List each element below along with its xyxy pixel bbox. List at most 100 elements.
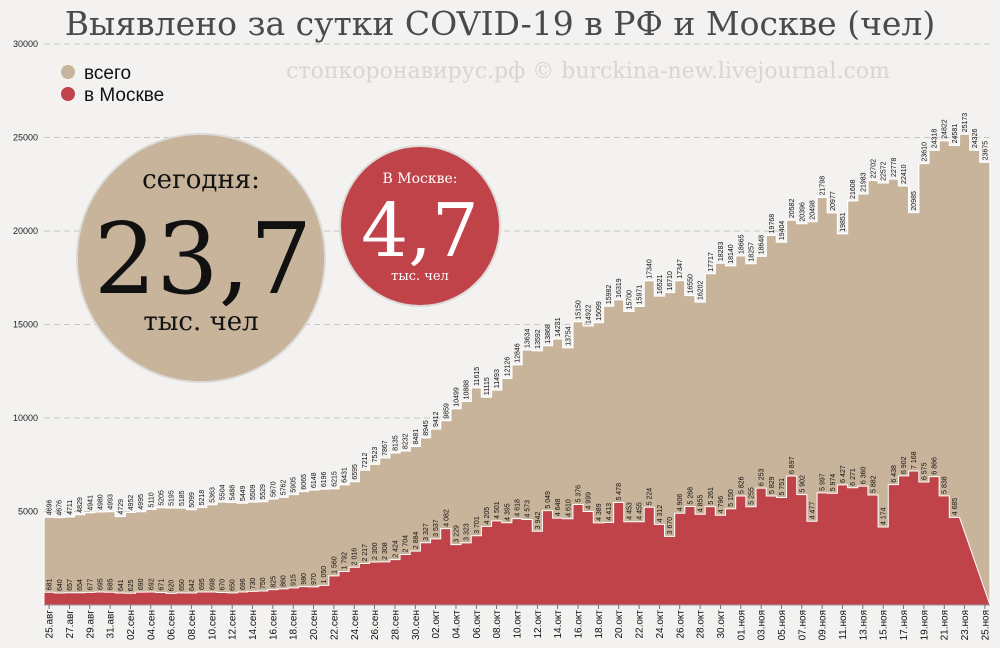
value-label-total: 23610 <box>921 142 928 162</box>
legend-label-moscow: в Москве <box>84 85 164 106</box>
value-label-total: 4941 <box>87 495 94 511</box>
x-tick-label: 13.ноя <box>858 610 869 640</box>
x-tick-label: 24.сен <box>350 610 361 640</box>
value-label-total: 13592 <box>535 329 542 349</box>
area-series <box>43 133 991 606</box>
value-label-moscow: 692 <box>148 578 155 590</box>
value-label-total: 16319 <box>616 278 623 298</box>
value-label-total: 6595 <box>352 464 359 480</box>
value-label-moscow: 2 217 <box>362 544 369 562</box>
x-tick-label: 05.ноя <box>777 610 788 640</box>
value-label-total: 11493 <box>494 369 501 388</box>
value-label-total: 18283 <box>718 242 725 262</box>
x-tick-label: 09.ноя <box>818 610 829 640</box>
value-label-total: 13868 <box>545 324 552 344</box>
value-label-moscow: 6 897 <box>789 456 796 474</box>
value-label-moscow: 6 271 <box>850 468 857 486</box>
today-total-caption: сегодня: <box>142 165 260 195</box>
value-label-moscow: 4 205 <box>484 507 491 525</box>
x-tick-label: 18.окт <box>594 610 605 639</box>
value-label-moscow: 3 942 <box>535 512 542 530</box>
value-label-total: 5504 <box>220 484 227 500</box>
value-label-total: 15099 <box>596 301 603 321</box>
today-moscow-unit: тыс. чел <box>391 269 449 284</box>
value-label-total: 11615 <box>474 367 481 386</box>
value-label-total: 4729 <box>118 499 125 515</box>
y-tick-label: 15000 <box>13 320 38 330</box>
value-label-moscow: 640 <box>57 579 64 591</box>
value-label-total: 24318 <box>932 129 939 149</box>
x-tick-label: 02.окт <box>431 610 442 639</box>
value-label-moscow: 698 <box>209 578 216 590</box>
today-moscow-circle <box>339 145 501 307</box>
value-label-total: 20498 <box>809 200 816 220</box>
value-label-moscow: 4 573 <box>525 500 532 518</box>
value-label-moscow: 654 <box>77 579 84 591</box>
value-label-total: 7523 <box>372 447 379 463</box>
value-label-total: 15150 <box>576 300 583 320</box>
value-label-total: 22410 <box>901 164 908 184</box>
value-label-total: 16710 <box>667 271 674 291</box>
value-label-moscow: 2 704 <box>403 535 410 553</box>
today-total-unit: тыс. чел <box>143 307 258 337</box>
value-label-moscow: 4 477 <box>809 502 816 520</box>
value-label-moscow: 641 <box>118 579 125 591</box>
x-tick-label: 30.сен <box>411 610 422 640</box>
value-label-total: 14231 <box>555 317 562 337</box>
value-label-total: 18665 <box>738 234 745 254</box>
y-tick-label: 25000 <box>13 133 38 143</box>
value-label-total: 4995 <box>138 494 145 510</box>
value-label-moscow: 4 174 <box>881 507 888 525</box>
value-label-total: 4829 <box>77 497 84 513</box>
x-tick-label: 27.авг <box>65 610 76 639</box>
value-label-total: 20582 <box>789 199 796 219</box>
value-label-total: 4676 <box>57 500 64 516</box>
value-label-total: 10888 <box>464 380 471 400</box>
x-tick-label: 23.ноя <box>960 610 971 640</box>
value-label-total: 15982 <box>606 285 613 305</box>
today-total-circle <box>76 133 326 383</box>
x-tick-label: 31.авг <box>106 610 117 639</box>
x-tick-label: 08.окт <box>492 610 503 639</box>
y-tick-label: 5000 <box>18 507 38 517</box>
value-label-moscow: 6 427 <box>840 465 847 483</box>
value-label-total: 13634 <box>525 328 532 348</box>
x-tick-label: 07.ноя <box>797 610 808 640</box>
value-label-total: 4993 <box>108 494 115 510</box>
value-label-moscow: 6 575 <box>921 462 928 480</box>
value-label-total: 20396 <box>799 202 806 222</box>
value-label-total: 10499 <box>453 387 460 407</box>
value-label-total: 18140 <box>728 244 735 264</box>
value-label-moscow: 4 648 <box>555 498 562 516</box>
value-label-total: 5218 <box>199 490 206 506</box>
value-label-moscow: 670 <box>220 579 227 591</box>
value-label-moscow: 4 685 <box>952 498 959 516</box>
value-label-total: 9859 <box>443 403 450 419</box>
value-label-moscow: 3 701 <box>474 516 481 534</box>
value-label-total: 6431 <box>342 467 349 483</box>
value-label-moscow: 4 999 <box>586 492 593 510</box>
value-label-moscow: 5 826 <box>738 476 745 494</box>
value-label-total: 7867 <box>382 440 389 456</box>
value-label-moscow: 4 906 <box>677 494 684 512</box>
value-label-moscow: 980 <box>301 573 308 585</box>
value-label-total: 6065 <box>301 474 308 490</box>
value-label-moscow: 5 261 <box>708 487 715 505</box>
legend-swatch-moscow <box>61 87 75 101</box>
value-label-moscow: 825 <box>270 576 277 588</box>
value-label-total: 23675 <box>982 141 989 161</box>
value-label-total: 5363 <box>209 487 216 503</box>
x-tick-label: 28.окт <box>696 610 707 639</box>
value-label-total: 19851 <box>840 212 847 232</box>
today-moscow-badge: В Москве: 4,7 тыс. чел <box>339 145 501 307</box>
x-tick-label: 22.окт <box>635 610 646 639</box>
value-label-moscow: 4 455 <box>637 502 644 520</box>
value-label-total: 5205 <box>158 490 165 506</box>
today-total-value: 23,7 <box>94 203 312 317</box>
value-label-moscow: 4 312 <box>657 505 664 523</box>
value-label-moscow: 3 229 <box>453 525 460 543</box>
x-tick-label: 06.окт <box>472 610 483 639</box>
value-label-moscow: 730 <box>250 578 257 590</box>
value-label-total: 16521 <box>657 274 664 294</box>
